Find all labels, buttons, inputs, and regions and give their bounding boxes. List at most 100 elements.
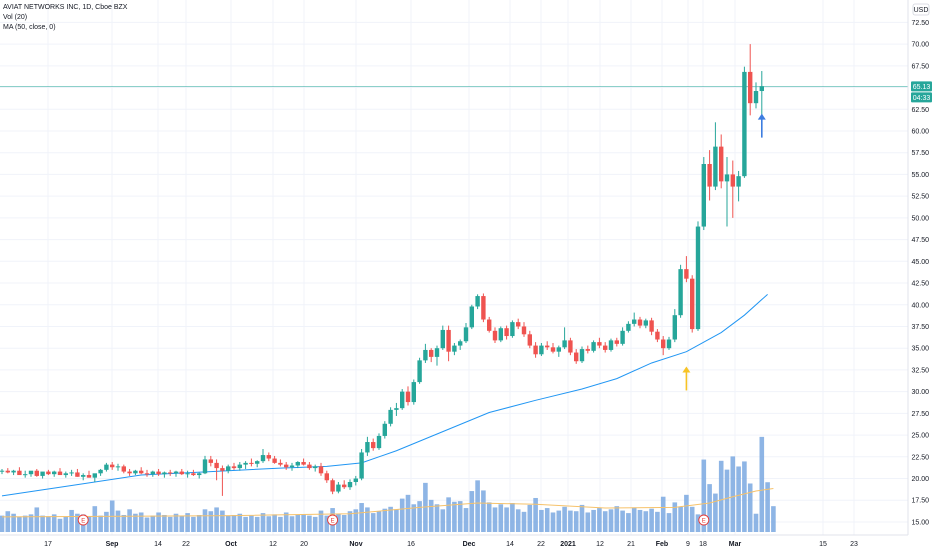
- volume-bar: [162, 514, 167, 532]
- candle: [34, 468, 39, 477]
- y-tick-label: 30.00: [911, 389, 929, 396]
- candle: [168, 469, 173, 476]
- volume-bar: [718, 460, 724, 532]
- candle-body: [649, 320, 654, 332]
- volume-bar: [463, 508, 469, 532]
- x-tick-label: 12: [596, 541, 604, 548]
- candle: [759, 71, 764, 118]
- candle: [63, 471, 68, 478]
- volume-legend[interactable]: Vol (20): [3, 14, 28, 21]
- candle: [23, 470, 28, 478]
- volume-bar: [208, 511, 214, 532]
- candle-body: [347, 482, 353, 488]
- x-tick-label: Oct: [225, 541, 237, 548]
- volume-bar: [51, 514, 57, 532]
- volume-bar: [196, 514, 202, 532]
- candle-body: [753, 91, 759, 104]
- chart-title[interactable]: AVIAT NETWORKS INC, 1D, Cboe BZX: [3, 4, 128, 11]
- candle-body: [661, 339, 666, 349]
- volume-bar: [550, 512, 556, 532]
- candle: [156, 468, 161, 476]
- candle: [417, 357, 422, 384]
- candle: [57, 468, 63, 476]
- y-tick-label: 40.00: [911, 302, 929, 309]
- candle-body: [655, 331, 660, 340]
- volume-bar: [69, 509, 74, 532]
- volume-bar: [631, 507, 637, 532]
- candle: [127, 468, 132, 476]
- candle: [376, 433, 382, 450]
- volume-bar: [394, 509, 399, 532]
- candle-body: [719, 146, 724, 182]
- volume-bar: [127, 509, 132, 532]
- volume-bar: [28, 514, 34, 532]
- candle: [144, 469, 150, 477]
- candle: [133, 469, 138, 476]
- candle: [492, 327, 498, 343]
- volume-bar: [527, 504, 533, 532]
- candle: [75, 468, 80, 477]
- candle: [568, 337, 573, 356]
- candle-body: [394, 408, 399, 410]
- candle: [469, 304, 474, 330]
- y-tick-label: 35.00: [911, 346, 929, 353]
- candle-body: [179, 471, 184, 475]
- candle-body: [724, 174, 730, 182]
- candle-body: [469, 306, 474, 328]
- candle-body: [57, 471, 63, 476]
- candle: [202, 455, 208, 475]
- candle-body: [0, 470, 5, 472]
- candle-body: [237, 464, 242, 469]
- x-tick-label: 2021: [560, 541, 576, 548]
- ma-line: [0, 86, 908, 497]
- candle: [359, 448, 364, 481]
- candle: [556, 345, 561, 357]
- last-price-text: 65.13: [913, 84, 931, 91]
- x-tick-label: Nov: [349, 541, 362, 548]
- candle-body: [400, 391, 405, 409]
- volume-bar: [759, 436, 765, 532]
- x-tick-label: 16: [407, 541, 415, 548]
- candle: [429, 348, 434, 363]
- volume-bar: [272, 514, 277, 532]
- x-tick-label: 12: [269, 541, 277, 548]
- ma-legend[interactable]: MA (50, close, 0): [3, 24, 56, 31]
- volume-bar: [556, 510, 562, 532]
- volume-bar: [133, 513, 138, 532]
- volume-bar: [40, 515, 45, 532]
- y-tick-label: 57.50: [911, 150, 929, 157]
- volume-bar: [115, 510, 121, 532]
- candle-body: [301, 462, 306, 465]
- candle-body: [440, 329, 445, 349]
- candle: [104, 462, 109, 472]
- candle: [81, 473, 86, 481]
- x-tick-label: 14: [506, 541, 514, 548]
- candle-body: [127, 471, 132, 474]
- volume-bar: [341, 514, 347, 532]
- candle-body: [585, 349, 590, 351]
- candle: [92, 473, 97, 482]
- volume-ma-polyline: [1, 488, 774, 518]
- candle-body: [690, 278, 695, 330]
- volume-bar: [544, 508, 550, 532]
- y-tick-label: 67.50: [911, 63, 929, 70]
- candle: [562, 327, 567, 350]
- volume-bar: [597, 508, 602, 532]
- currency-label: USD: [912, 3, 930, 16]
- volume-bar: [730, 456, 736, 532]
- candle-body: [562, 340, 567, 348]
- candle-body: [168, 472, 173, 474]
- candle: [52, 470, 57, 477]
- candle-body: [144, 473, 150, 475]
- candle: [324, 470, 329, 483]
- candle-body: [510, 322, 515, 337]
- candle: [527, 330, 532, 349]
- candle: [353, 475, 358, 486]
- candle-body: [545, 345, 550, 348]
- candle: [255, 460, 260, 468]
- candle-body: [695, 226, 701, 330]
- volume-bar: [260, 513, 266, 532]
- volume-bar: [318, 510, 324, 532]
- volume-bar: [753, 513, 759, 532]
